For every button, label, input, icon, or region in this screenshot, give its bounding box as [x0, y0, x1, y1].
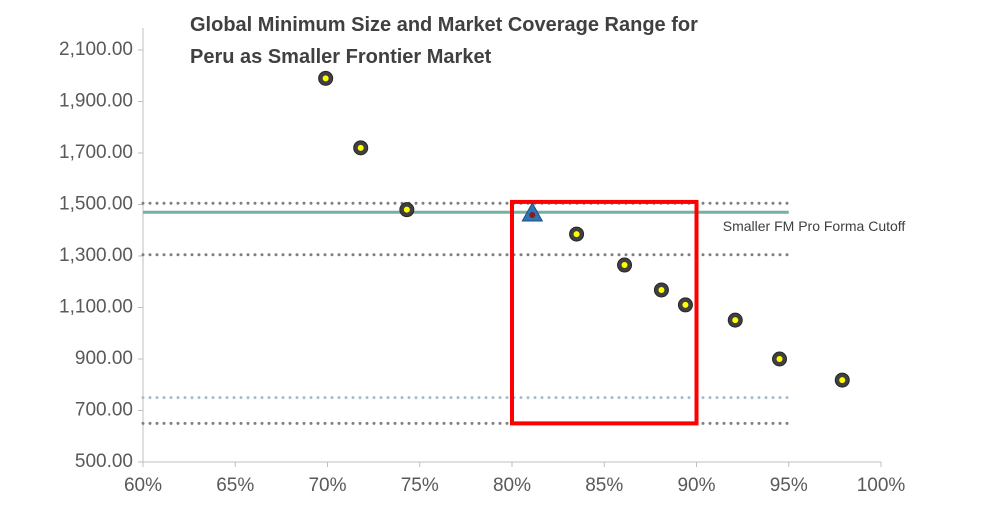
- point-center: [573, 231, 580, 238]
- x-tick-label: 70%: [308, 475, 346, 496]
- point-center: [776, 356, 783, 362]
- point-center: [682, 301, 689, 308]
- x-tick-label: 85%: [585, 475, 623, 496]
- point-center: [732, 317, 739, 324]
- x-tick-label: 75%: [401, 475, 439, 496]
- x-tick-label: 90%: [677, 475, 715, 496]
- highlight-center: [529, 212, 536, 219]
- point-center: [658, 286, 665, 293]
- x-tick-label: 80%: [493, 475, 531, 496]
- y-tick-label: 700.00: [75, 400, 133, 421]
- highlight-point: [521, 201, 544, 222]
- y-tick-label: 1,500.00: [59, 194, 133, 215]
- point-center: [403, 206, 410, 213]
- x-tick-label: 100%: [857, 475, 906, 496]
- y-tick-label: 1,700.00: [59, 142, 133, 163]
- point-center: [621, 262, 628, 269]
- chart-title: Global Minimum Size and Market Coverage …: [190, 14, 698, 36]
- y-tick-label: 500.00: [75, 451, 133, 472]
- y-tick-label: 1,100.00: [59, 297, 133, 318]
- point-center: [322, 75, 329, 82]
- y-tick-label: 900.00: [75, 348, 133, 369]
- reference-label: Smaller FM Pro Forma Cutoff: [723, 218, 906, 234]
- coverage-box: [510, 199, 699, 426]
- x-tick-label: 95%: [770, 475, 808, 496]
- y-tick-label: 1,900.00: [59, 91, 133, 112]
- x-tick-label: 60%: [124, 475, 162, 496]
- y-tick-label: 1,300.00: [59, 245, 133, 266]
- point-center: [839, 377, 846, 384]
- y-tick-label: 2,100.00: [59, 39, 133, 60]
- chart-title: Peru as Smaller Frontier Market: [190, 46, 492, 68]
- x-tick-label: 65%: [216, 475, 254, 496]
- point-center: [357, 144, 364, 151]
